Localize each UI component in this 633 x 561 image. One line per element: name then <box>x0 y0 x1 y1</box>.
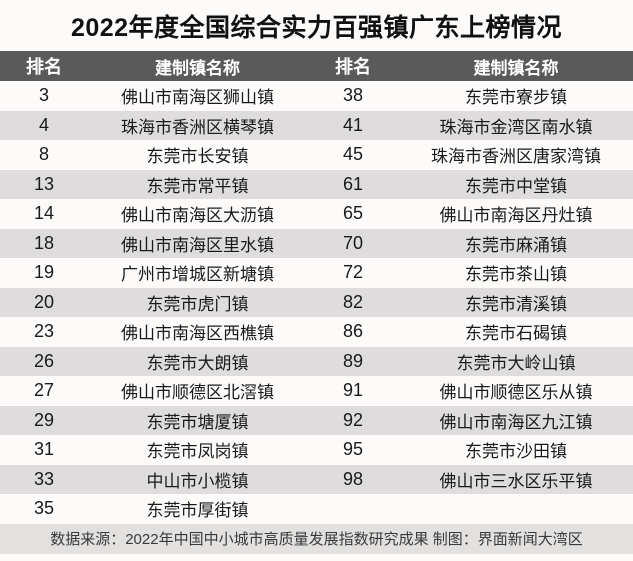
table-row: 33 中山市小榄镇 98 佛山市三水区乐平镇 <box>0 464 633 494</box>
rank-cell: 27 <box>33 380 55 401</box>
header-cell-town-right: 建制镇名称 <box>473 58 559 78</box>
town-cell: 佛山市南海区九江镇 <box>439 412 593 432</box>
table-row: 35 东莞市厚街镇 <box>0 494 633 524</box>
table-row: 31 东莞市凤岗镇 95 东莞市沙田镇 <box>0 435 633 465</box>
rank-cell: 4 <box>38 114 49 135</box>
table-row: 26 东莞市大朗镇 89 东莞市大岭山镇 <box>0 346 633 376</box>
rank-cell: 41 <box>342 114 364 135</box>
town-cell: 东莞市厚街镇 <box>146 501 249 521</box>
page-title: 2022年度全国综合实力百强镇广东上榜情况 <box>70 13 563 42</box>
town-cell: 佛山市南海区西樵镇 <box>121 324 274 344</box>
ranking-table: 排名 建制镇名称 排名 建制镇名称 3 佛山市南海区狮山镇 38 东莞市寮步镇 4 珠海市… <box>0 51 633 524</box>
table-header-row: 排名 建制镇名称 排名 建制镇名称 <box>0 51 633 81</box>
town-cell: 东莞市清溪镇 <box>465 294 567 314</box>
table-row: 14 佛山市南海区大沥镇 65 佛山市南海区丹灶镇 <box>0 199 633 229</box>
town-cell: 东莞市凤岗镇 <box>146 442 249 462</box>
rank-cell: 18 <box>33 232 55 253</box>
rank-cell: 82 <box>342 291 364 312</box>
rank-cell: 91 <box>342 380 364 401</box>
town-cell: 东莞市茶山镇 <box>465 265 567 285</box>
town-cell: 东莞市麻涌镇 <box>465 235 567 255</box>
rank-cell: 38 <box>342 85 364 106</box>
town-cell: 佛山市顺德区北滘镇 <box>121 383 274 403</box>
rank-cell: 65 <box>342 203 364 224</box>
town-cell: 东莞市石碣镇 <box>465 324 567 344</box>
rank-cell: 72 <box>342 262 364 283</box>
town-cell: 东莞市中堂镇 <box>465 176 567 196</box>
rank-cell: 3 <box>38 85 49 106</box>
rank-cell: 98 <box>342 468 364 489</box>
rank-cell: 89 <box>342 350 364 371</box>
town-cell: 珠海市香洲区横琴镇 <box>121 117 274 137</box>
town-cell: 佛山市南海区里水镇 <box>121 235 274 255</box>
table-row: 29 东莞市塘厦镇 92 佛山市南海区九江镇 <box>0 405 633 435</box>
rank-cell: 14 <box>33 203 55 224</box>
town-cell: 东莞市大朗镇 <box>146 353 249 373</box>
table-row: 19 广州市增城区新塘镇 72 东莞市茶山镇 <box>0 258 633 288</box>
town-cell: 东莞市沙田镇 <box>465 442 567 462</box>
table-row: 8 东莞市长安镇 45 珠海市香洲区唐家湾镇 <box>0 140 633 170</box>
town-cell: 佛山市顺德区乐从镇 <box>439 383 593 403</box>
rank-cell: 26 <box>33 350 55 371</box>
rank-cell: 45 <box>342 144 364 165</box>
table-row: 3 佛山市南海区狮山镇 38 东莞市寮步镇 <box>0 81 633 111</box>
town-cell: 佛山市南海区丹灶镇 <box>439 206 593 226</box>
source-note: 数据来源：2022年中国中小城市高质量发展指数研究成果 制图：界面新闻大湾区 <box>0 523 633 554</box>
rank-cell: 35 <box>33 498 55 519</box>
rank-cell: 31 <box>33 439 55 460</box>
table-row: 23 佛山市南海区西樵镇 86 东莞市石碣镇 <box>0 317 633 347</box>
table-row: 27 佛山市顺德区北滘镇 91 佛山市顺德区乐从镇 <box>0 376 633 406</box>
table-row: 4 珠海市香洲区横琴镇 41 珠海市金湾区南水镇 <box>0 110 633 140</box>
header-cell-rank-left: 排名 <box>26 57 62 77</box>
town-cell: 东莞市塘厦镇 <box>146 412 249 432</box>
rank-cell: 29 <box>33 409 55 430</box>
header-cell-rank-right: 排名 <box>335 57 371 77</box>
town-cell: 东莞市大岭山镇 <box>456 353 576 373</box>
table-row: 13 东莞市常平镇 61 东莞市中堂镇 <box>0 169 633 199</box>
town-cell: 佛山市南海区大沥镇 <box>121 206 274 226</box>
town-cell: 佛山市三水区乐平镇 <box>439 471 593 491</box>
table-row: 20 东莞市虎门镇 82 东莞市清溪镇 <box>0 287 633 317</box>
town-cell: 东莞市长安镇 <box>146 147 249 167</box>
rank-cell: 19 <box>33 262 55 283</box>
town-cell: 东莞市寮步镇 <box>465 88 567 108</box>
rank-cell: 13 <box>33 173 55 194</box>
rank-cell: 20 <box>33 291 55 312</box>
town-cell: 东莞市虎门镇 <box>146 294 249 314</box>
town-cell: 珠海市香洲区唐家湾镇 <box>431 147 601 167</box>
town-cell: 中山市小榄镇 <box>146 471 249 491</box>
town-cell: 广州市增城区新塘镇 <box>121 265 274 285</box>
rank-cell: 70 <box>342 232 364 253</box>
rank-cell: 23 <box>33 321 55 342</box>
rank-cell: 61 <box>342 173 364 194</box>
town-cell: 东莞市常平镇 <box>146 176 249 196</box>
table-row: 18 佛山市南海区里水镇 70 东莞市麻涌镇 <box>0 228 633 258</box>
rank-cell: 33 <box>33 468 55 489</box>
table-body: 3 佛山市南海区狮山镇 38 东莞市寮步镇 4 珠海市香洲区横琴镇 41 珠海市金湾区南水镇 8… <box>0 81 633 524</box>
town-cell: 珠海市金湾区南水镇 <box>439 117 593 137</box>
rank-cell: 95 <box>342 439 364 460</box>
rank-cell: 92 <box>342 409 364 430</box>
town-cell: 佛山市南海区狮山镇 <box>121 88 274 108</box>
rank-cell: 86 <box>342 321 364 342</box>
rank-cell: 8 <box>38 144 49 165</box>
header-cell-town-left: 建制镇名称 <box>155 58 240 78</box>
